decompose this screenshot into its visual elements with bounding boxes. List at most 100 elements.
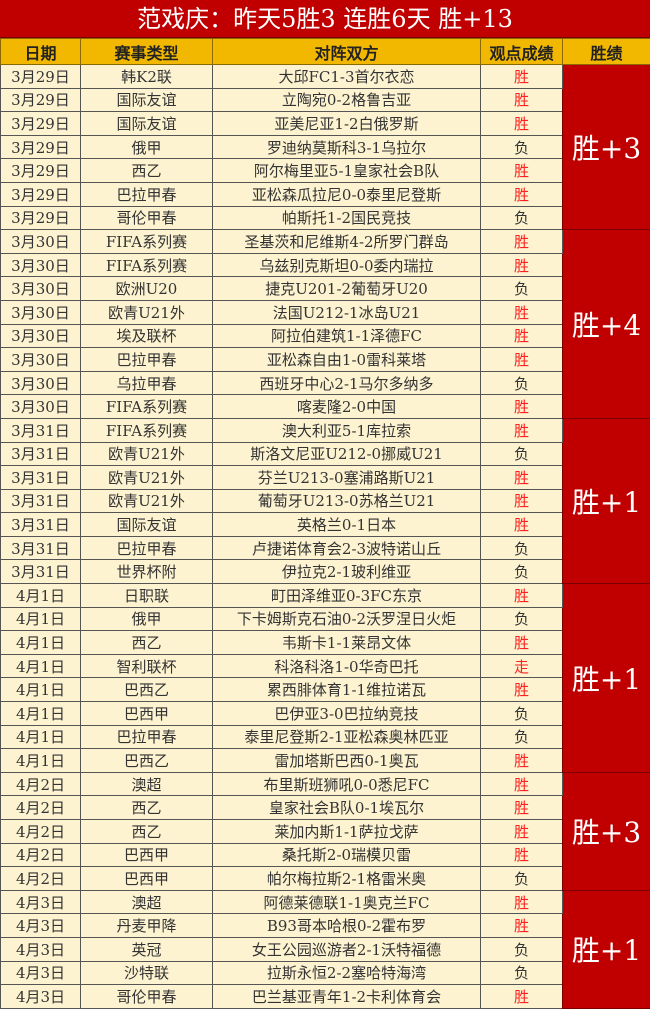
match-cell: 捷克U201-2葡萄牙U20	[213, 277, 481, 301]
result-cell: 胜	[481, 159, 563, 183]
date-cell: 3月30日	[1, 253, 81, 277]
result-cell: 负	[481, 961, 563, 985]
date-cell: 4月2日	[1, 772, 81, 796]
date-cell: 4月1日	[1, 654, 81, 678]
date-cell: 3月29日	[1, 112, 81, 136]
result-cell: 负	[481, 135, 563, 159]
result-cell: 胜	[481, 513, 563, 537]
table-row: 3月29日国际友谊亚美尼亚1-2白俄罗斯胜	[1, 112, 650, 136]
match-cell: 雷加塔斯巴西0-1奥瓦	[213, 749, 481, 773]
date-cell: 3月29日	[1, 135, 81, 159]
result-cell: 负	[481, 536, 563, 560]
competition-cell: 俄甲	[81, 135, 213, 159]
date-cell: 4月1日	[1, 678, 81, 702]
date-cell: 4月3日	[1, 937, 81, 961]
match-cell: 阿尔梅里亚5-1皇家社会B队	[213, 159, 481, 183]
match-cell: 大邱FC1-3首尔衣恋	[213, 65, 481, 89]
date-cell: 3月30日	[1, 324, 81, 348]
result-cell: 胜	[481, 914, 563, 938]
match-cell: 累西腓体育1-1维拉诺瓦	[213, 678, 481, 702]
date-cell: 4月3日	[1, 985, 81, 1009]
date-cell: 4月2日	[1, 820, 81, 844]
table-row: 4月1日日职联町田泽维亚0-3FC东京胜胜+1	[1, 584, 650, 608]
date-cell: 3月30日	[1, 300, 81, 324]
table-row: 4月1日巴西乙雷加塔斯巴西0-1奥瓦胜	[1, 749, 650, 773]
table-row: 3月29日国际友谊立陶宛0-2格鲁吉亚胜	[1, 88, 650, 112]
table-row: 4月1日西乙韦斯卡1-1莱昂文体胜	[1, 631, 650, 655]
table-row: 4月1日巴拉甲春泰里尼登斯2-1亚松森奥林匹亚负	[1, 725, 650, 749]
result-cell: 胜	[481, 395, 563, 419]
date-cell: 3月30日	[1, 277, 81, 301]
competition-cell: 西乙	[81, 820, 213, 844]
result-cell: 胜	[481, 348, 563, 372]
match-cell: 下卡姆斯克石油0-2沃罗涅日火炬	[213, 607, 481, 631]
date-cell: 3月29日	[1, 206, 81, 230]
date-cell: 3月30日	[1, 230, 81, 254]
competition-cell: 沙特联	[81, 961, 213, 985]
page-title: 范戏庆：昨天5胜3 连胜6天 胜+13	[0, 0, 650, 38]
table-row: 3月30日巴拉甲春亚松森自由1-0雷科莱塔胜	[1, 348, 650, 372]
result-cell: 胜	[481, 300, 563, 324]
date-cell: 3月29日	[1, 159, 81, 183]
result-cell: 胜	[481, 230, 563, 254]
competition-cell: 韩K2联	[81, 65, 213, 89]
table-row: 3月31日巴拉甲春卢捷诺体育会2-3波特诺山丘负	[1, 536, 650, 560]
date-cell: 3月31日	[1, 489, 81, 513]
competition-cell: FIFA系列赛	[81, 230, 213, 254]
match-cell: 女王公园巡游者2-1沃特福德	[213, 937, 481, 961]
competition-cell: 巴西乙	[81, 678, 213, 702]
result-cell: 胜	[481, 843, 563, 867]
match-cell: 亚松森自由1-0雷科莱塔	[213, 348, 481, 372]
match-cell: 韦斯卡1-1莱昂文体	[213, 631, 481, 655]
table-row: 4月1日智利联杯科洛科洛1-0华奇巴托走	[1, 654, 650, 678]
record-cell: 胜+1	[563, 890, 650, 1008]
match-cell: 帕尔梅拉斯2-1格雷米奥	[213, 867, 481, 891]
match-cell: 葡萄牙U213-0苏格兰U21	[213, 489, 481, 513]
table-row: 3月31日国际友谊英格兰0-1日本胜	[1, 513, 650, 537]
match-cell: 布里斯班狮吼0-0悉尼FC	[213, 772, 481, 796]
competition-cell: 巴西甲	[81, 867, 213, 891]
competition-cell: 哥伦甲春	[81, 985, 213, 1009]
date-cell: 4月2日	[1, 796, 81, 820]
table-row: 4月2日巴西甲桑托斯2-0瑞模贝雷胜	[1, 843, 650, 867]
match-cell: 阿德莱德联1-1奥克兰FC	[213, 890, 481, 914]
match-cell: 巴兰基亚青年1-2卡利体育会	[213, 985, 481, 1009]
table-row: 3月29日俄甲罗迪纳莫斯科3-1乌拉尔负	[1, 135, 650, 159]
date-cell: 3月31日	[1, 536, 81, 560]
competition-cell: 巴拉甲春	[81, 725, 213, 749]
match-cell: 圣基茨和尼维斯4-2所罗门群岛	[213, 230, 481, 254]
table-row: 3月29日巴拉甲春亚松森瓜拉尼0-0泰里尼登斯胜	[1, 182, 650, 206]
header-date: 日期	[1, 39, 81, 65]
competition-cell: 巴西乙	[81, 749, 213, 773]
record-cell: 胜+1	[563, 584, 650, 773]
match-cell: 法国U212-1冰岛U21	[213, 300, 481, 324]
result-cell: 负	[481, 560, 563, 584]
result-cell: 胜	[481, 985, 563, 1009]
result-cell: 负	[481, 442, 563, 466]
result-cell: 胜	[481, 749, 563, 773]
table-row: 4月2日西乙皇家社会B队0-1埃瓦尔胜	[1, 796, 650, 820]
competition-cell: 俄甲	[81, 607, 213, 631]
date-cell: 3月31日	[1, 442, 81, 466]
result-cell: 负	[481, 725, 563, 749]
competition-cell: 西乙	[81, 796, 213, 820]
record-cell: 胜+1	[563, 418, 650, 583]
competition-cell: 智利联杯	[81, 654, 213, 678]
result-cell: 胜	[481, 88, 563, 112]
date-cell: 4月3日	[1, 890, 81, 914]
competition-cell: 哥伦甲春	[81, 206, 213, 230]
competition-cell: 巴西甲	[81, 843, 213, 867]
competition-cell: 欧青U21外	[81, 442, 213, 466]
competition-cell: 巴拉甲春	[81, 536, 213, 560]
result-cell: 负	[481, 607, 563, 631]
